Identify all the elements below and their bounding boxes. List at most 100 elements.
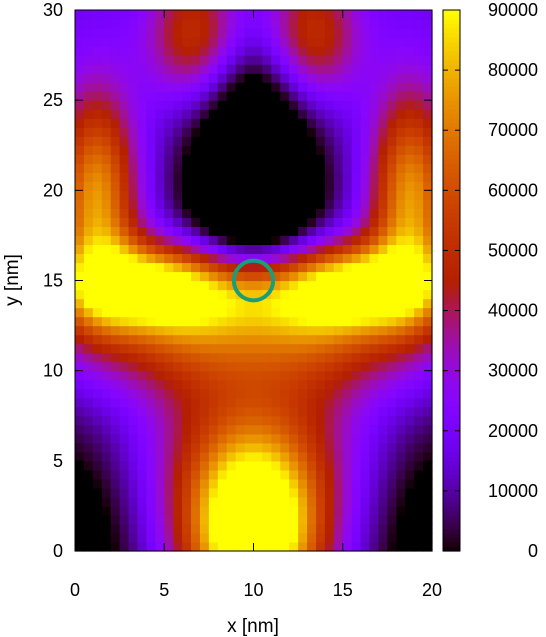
heatmap-cell (208, 217, 219, 227)
heatmap-cell (83, 145, 94, 155)
heatmap-cell (155, 424, 165, 435)
heatmap-cell (199, 172, 210, 182)
colorbar-segment (443, 379, 460, 385)
heatmap-cell (128, 451, 139, 462)
heatmap-cell (226, 397, 237, 408)
heatmap-cell (137, 316, 147, 327)
heatmap-cell (83, 28, 94, 38)
heatmap-cell (298, 19, 308, 29)
heatmap-cell (75, 82, 85, 92)
heatmap-cell (333, 37, 344, 47)
heatmap-cell (128, 487, 139, 498)
heatmap-cell (92, 532, 103, 543)
heatmap-cell (289, 10, 299, 20)
heatmap-cell (342, 298, 353, 309)
heatmap-cell (119, 127, 130, 137)
heatmap-cell (101, 316, 112, 327)
heatmap-cell (369, 172, 380, 182)
heatmap-cell (378, 127, 388, 137)
heatmap-cell (351, 91, 362, 101)
heatmap-cell (405, 316, 415, 327)
heatmap-cell (146, 352, 156, 363)
heatmap-cell (83, 460, 94, 471)
heatmap-cell (298, 388, 308, 399)
heatmap-cell (307, 280, 317, 291)
heatmap-cell (128, 307, 139, 318)
heatmap-cell (199, 523, 210, 534)
heatmap-cell (110, 10, 121, 20)
heatmap-cell (155, 298, 165, 309)
heatmap-cell (369, 280, 380, 291)
heatmap-cell (191, 397, 201, 408)
heatmap-cell (164, 397, 174, 408)
heatmap-cell (307, 541, 317, 552)
heatmap-cell (235, 442, 246, 453)
heatmap-cell (182, 298, 192, 309)
heatmap-cell (101, 280, 112, 291)
heatmap-cell (405, 181, 415, 191)
heatmap-cell (253, 163, 264, 173)
heatmap-cell (262, 163, 272, 173)
heatmap-cell (271, 217, 281, 227)
heatmap-cell (280, 181, 290, 191)
colorbar-segment (443, 460, 460, 466)
heatmap-cell (360, 478, 371, 489)
heatmap-cell (110, 136, 121, 146)
heatmap-cell (155, 217, 165, 227)
colorbar-segment (443, 348, 460, 354)
heatmap-cell (92, 19, 103, 29)
heatmap-cell (289, 37, 299, 47)
colorbar-segment (443, 510, 460, 516)
heatmap-cell (387, 208, 397, 218)
heatmap-cell (271, 154, 281, 164)
heatmap-cell (387, 496, 397, 507)
heatmap-cell (378, 262, 388, 273)
heatmap-cell (199, 271, 210, 282)
heatmap-cell (342, 532, 353, 543)
colorbar-segment (443, 411, 460, 417)
heatmap-cell (128, 235, 139, 246)
heatmap-cell (110, 505, 121, 516)
heatmap-cell (253, 91, 264, 101)
heatmap-cell (271, 280, 281, 291)
heatmap-cell (298, 244, 308, 255)
heatmap-cell (137, 433, 147, 444)
heatmap-cell (182, 469, 192, 480)
colorbar-segment (443, 217, 460, 223)
heatmap-cell (271, 199, 281, 209)
heatmap-cell (146, 361, 156, 372)
heatmap-cell (119, 118, 130, 128)
heatmap-cell (414, 100, 424, 110)
heatmap-cell (217, 271, 228, 282)
colorbar-ticks: 0100002000030000400005000060000700008000… (443, 0, 538, 561)
heatmap-cell (405, 136, 415, 146)
heatmap-cell (182, 253, 192, 264)
heatmap-cell (182, 406, 192, 417)
heatmap-cell (137, 388, 147, 399)
heatmap-cell (253, 361, 264, 372)
heatmap-cell (173, 541, 183, 552)
heatmap-cell (414, 208, 424, 218)
heatmap-cell (360, 118, 371, 128)
heatmap-cell (324, 280, 335, 291)
colorbar-segment (443, 433, 460, 439)
heatmap-cell (182, 100, 192, 110)
heatmap-cell (378, 316, 388, 327)
colorbar-segment (443, 406, 460, 412)
heatmap-cell (280, 442, 290, 453)
heatmap-cell (208, 145, 219, 155)
heatmap-cell (199, 64, 210, 74)
heatmap-cell (164, 253, 174, 264)
heatmap-cell (128, 433, 139, 444)
heatmap-cell (396, 100, 406, 110)
heatmap-cell (333, 226, 344, 237)
heatmap-cell (333, 154, 344, 164)
heatmap-cell (414, 460, 424, 471)
heatmap-cell (333, 451, 344, 462)
heatmap-cell (75, 127, 85, 137)
heatmap-cell (324, 82, 335, 92)
colorbar-segment (443, 203, 460, 209)
heatmap-cell (298, 316, 308, 327)
heatmap-cell (396, 199, 406, 209)
heatmap-cell (280, 361, 290, 372)
